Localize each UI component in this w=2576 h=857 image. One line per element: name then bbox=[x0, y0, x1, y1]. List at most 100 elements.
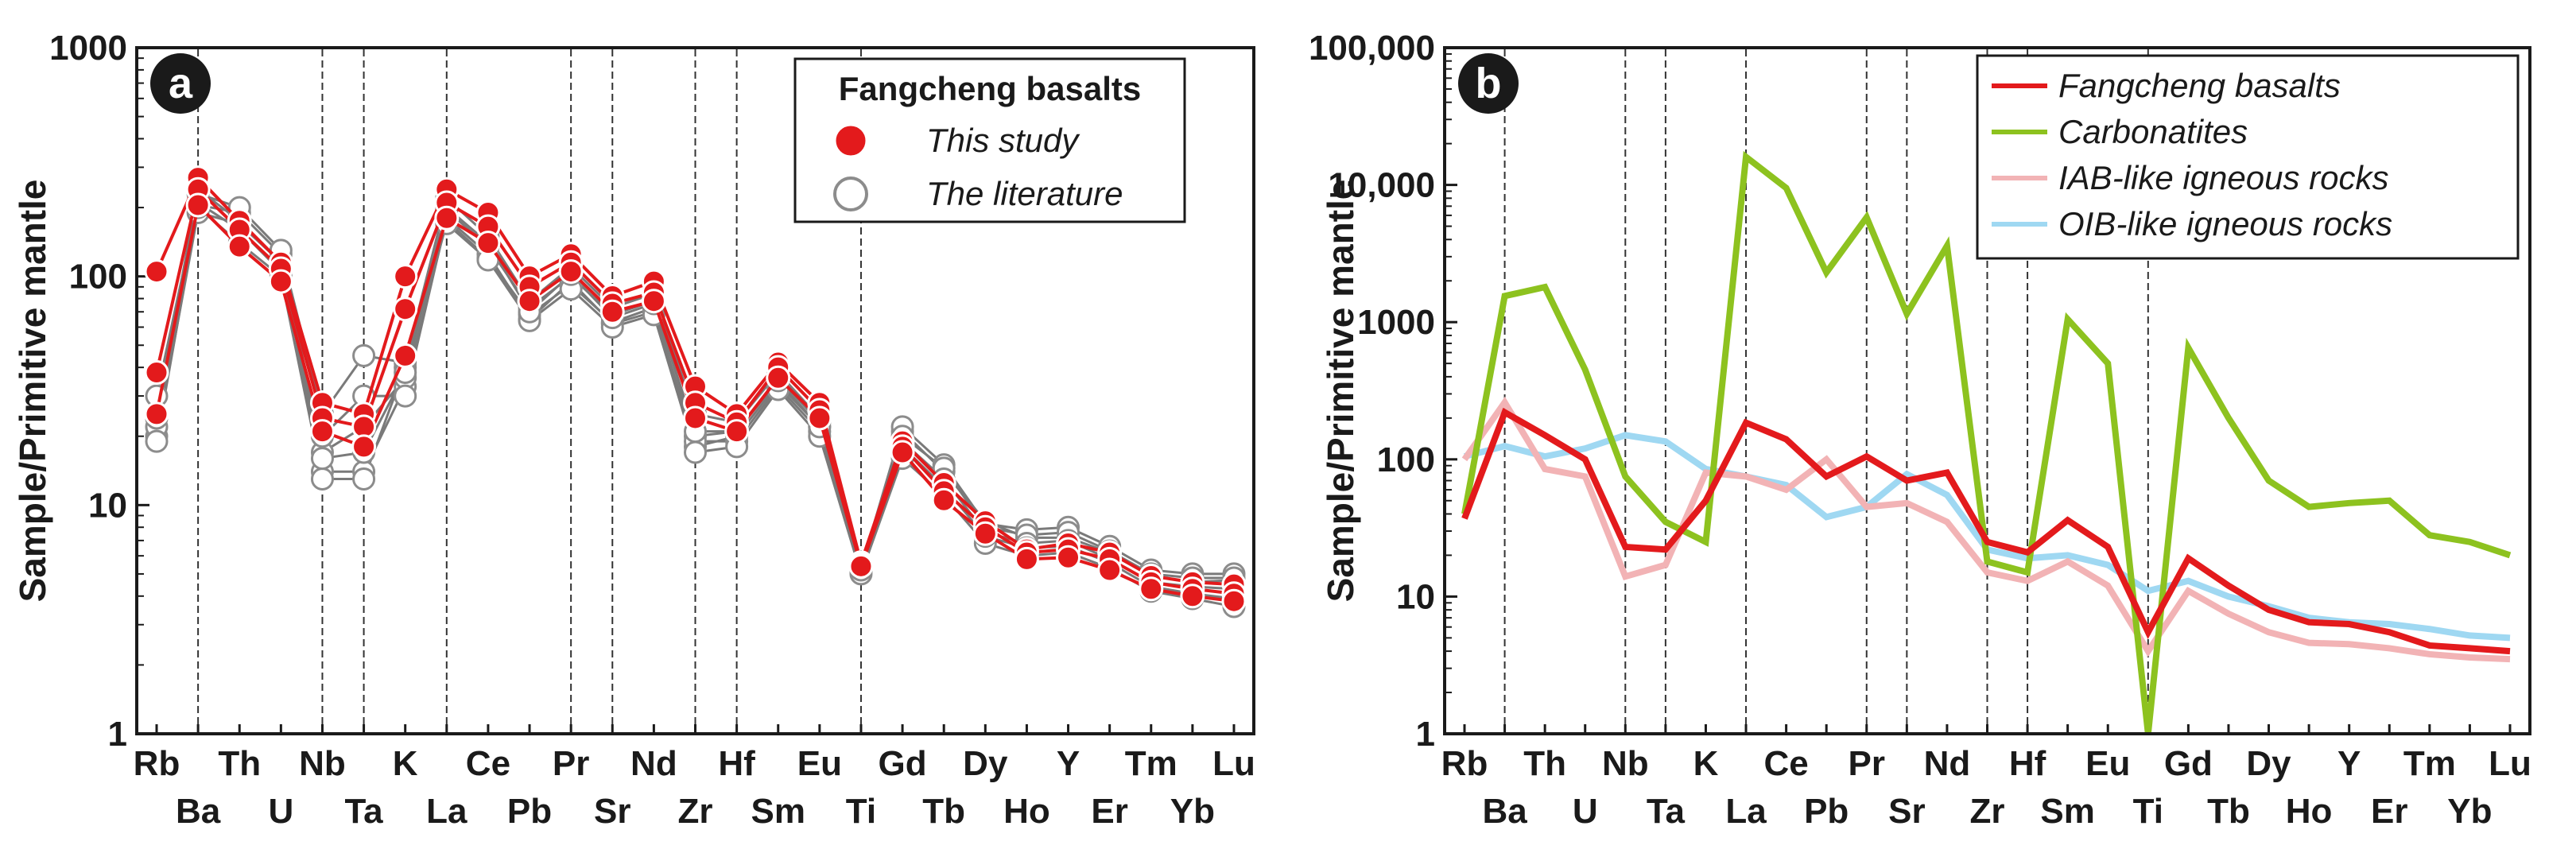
marker-this-study bbox=[393, 343, 418, 368]
marker-this-study bbox=[144, 401, 169, 427]
plot-frame bbox=[1443, 46, 2531, 735]
legend-title: Fangcheng basalts bbox=[839, 70, 1141, 107]
marker-this-study bbox=[351, 434, 377, 460]
x-tick-label-yb: Yb bbox=[2447, 792, 2492, 831]
x-tick-label-zr: Zr bbox=[678, 792, 713, 831]
y-tick-label: 100,000 bbox=[1309, 29, 1435, 68]
x-tick-label-la: La bbox=[1725, 792, 1767, 831]
x-tick-label-hf: Hf bbox=[718, 744, 755, 783]
x-tick-label-ba: Ba bbox=[1482, 792, 1527, 831]
marker-this-study bbox=[641, 289, 666, 314]
marker-this-study bbox=[558, 259, 584, 285]
marker-this-study bbox=[434, 205, 460, 231]
panel-letter: b bbox=[1476, 60, 1502, 107]
x-tick-label-er: Er bbox=[2371, 792, 2407, 831]
x-tick-label-u: U bbox=[1573, 792, 1598, 831]
x-tick-label-yb: Yb bbox=[1170, 792, 1215, 831]
y-tick-label: 10 bbox=[88, 486, 127, 525]
x-tick-label-u: U bbox=[268, 792, 293, 831]
x-tick-label-lu: Lu bbox=[2489, 744, 2531, 783]
x-tick-label-gd: Gd bbox=[2164, 744, 2213, 783]
x-tick-label-pr: Pr bbox=[553, 744, 589, 783]
series-line-iab-like-igneous-rocks bbox=[1461, 396, 2511, 663]
legend-marker-literature bbox=[833, 176, 868, 211]
x-tick-label-nd: Nd bbox=[1924, 744, 1971, 783]
series-line-fangcheng-basalts bbox=[1461, 407, 2511, 655]
marker-this-study bbox=[1139, 576, 1164, 602]
marker-literature bbox=[352, 467, 376, 491]
legend-label-fangcheng-basalts: Fangcheng basalts bbox=[2058, 67, 2341, 104]
x-tick-label-la: La bbox=[426, 792, 467, 831]
x-tick-label-ho: Ho bbox=[1003, 792, 1050, 831]
x-tick-label-ti: Ti bbox=[2133, 792, 2163, 831]
marker-this-study bbox=[144, 360, 169, 386]
x-tick-label-th: Th bbox=[218, 744, 261, 783]
legend-label-this-study: This study bbox=[926, 122, 1080, 159]
marker-literature bbox=[684, 440, 707, 464]
x-tick-label-nd: Nd bbox=[630, 744, 677, 783]
marker-this-study bbox=[393, 297, 418, 322]
x-tick-label-eu: Eu bbox=[797, 744, 842, 783]
x-tick-label-ce: Ce bbox=[1763, 744, 1808, 783]
x-tick-label-ce: Ce bbox=[466, 744, 510, 783]
x-tick-label-hf: Hf bbox=[2009, 744, 2046, 783]
marker-this-study bbox=[766, 365, 791, 390]
marker-this-study bbox=[724, 419, 750, 444]
marker-literature bbox=[145, 429, 169, 453]
x-tick-label-ta: Ta bbox=[345, 792, 384, 831]
x-tick-label-nb: Nb bbox=[1602, 744, 1649, 783]
legend-marker-this-study bbox=[833, 123, 868, 158]
x-tick-label-dy: Dy bbox=[963, 744, 1008, 783]
x-tick-label-k: K bbox=[1693, 744, 1719, 783]
marker-this-study bbox=[848, 553, 874, 579]
x-tick-label-zr: Zr bbox=[1970, 792, 2005, 831]
marker-literature bbox=[310, 467, 334, 491]
marker-this-study bbox=[144, 259, 169, 285]
x-tick-label-k: K bbox=[393, 744, 418, 783]
marker-this-study bbox=[890, 440, 915, 465]
x-tick-label-th: Th bbox=[1523, 744, 1566, 783]
x-tick-label-y: Y bbox=[2337, 744, 2361, 783]
legend-label-oib-like-igneous-rocks: OIB-like igneous rocks bbox=[2058, 205, 2392, 242]
x-tick-label-pb: Pb bbox=[507, 792, 552, 831]
y-tick-label: 1 bbox=[1416, 715, 1435, 754]
x-tick-label-y: Y bbox=[1057, 744, 1080, 783]
x-tick-label-pr: Pr bbox=[1849, 744, 1885, 783]
x-tick-label-tm: Tm bbox=[2403, 744, 2456, 783]
marker-literature bbox=[394, 384, 417, 408]
x-tick-label-sm: Sm bbox=[751, 792, 805, 831]
marker-this-study bbox=[517, 289, 542, 314]
x-tick-label-tb: Tb bbox=[922, 792, 965, 831]
legend-box bbox=[1976, 54, 2520, 260]
legend-label-iab-like-igneous-rocks: IAB-like igneous rocks bbox=[2058, 159, 2389, 196]
panel-letter: a bbox=[169, 60, 193, 107]
y-tick-label: 10,000 bbox=[1328, 166, 1435, 205]
x-tick-label-gd: Gd bbox=[879, 744, 927, 783]
marker-this-study bbox=[185, 192, 211, 218]
x-tick-label-tb: Tb bbox=[2207, 792, 2250, 831]
x-tick-label-ta: Ta bbox=[1647, 792, 1686, 831]
marker-this-study bbox=[599, 299, 625, 324]
x-tick-label-tm: Tm bbox=[1125, 744, 1177, 783]
x-tick-label-lu: Lu bbox=[1212, 744, 1255, 783]
series-line-carbonatites bbox=[1461, 150, 2512, 735]
x-tick-label-ho: Ho bbox=[2286, 792, 2333, 831]
panel-badge bbox=[1458, 53, 1519, 114]
x-tick-label-ti: Ti bbox=[846, 792, 876, 831]
x-tick-label-rb: Rb bbox=[1441, 744, 1488, 783]
y-axis-title: Sample/Primitive mantle bbox=[12, 180, 53, 603]
x-tick-label-sm: Sm bbox=[2040, 792, 2094, 831]
marker-this-study bbox=[1221, 588, 1247, 614]
y-tick-label: 100 bbox=[1377, 440, 1435, 479]
x-tick-label-nb: Nb bbox=[299, 744, 346, 783]
x-tick-label-pb: Pb bbox=[1804, 792, 1849, 831]
marker-this-study bbox=[309, 419, 335, 444]
x-tick-label-er: Er bbox=[1091, 792, 1127, 831]
marker-this-study bbox=[931, 487, 956, 513]
marker-this-study bbox=[475, 231, 501, 256]
marker-this-study bbox=[227, 234, 252, 259]
y-tick-label: 1000 bbox=[49, 29, 127, 68]
